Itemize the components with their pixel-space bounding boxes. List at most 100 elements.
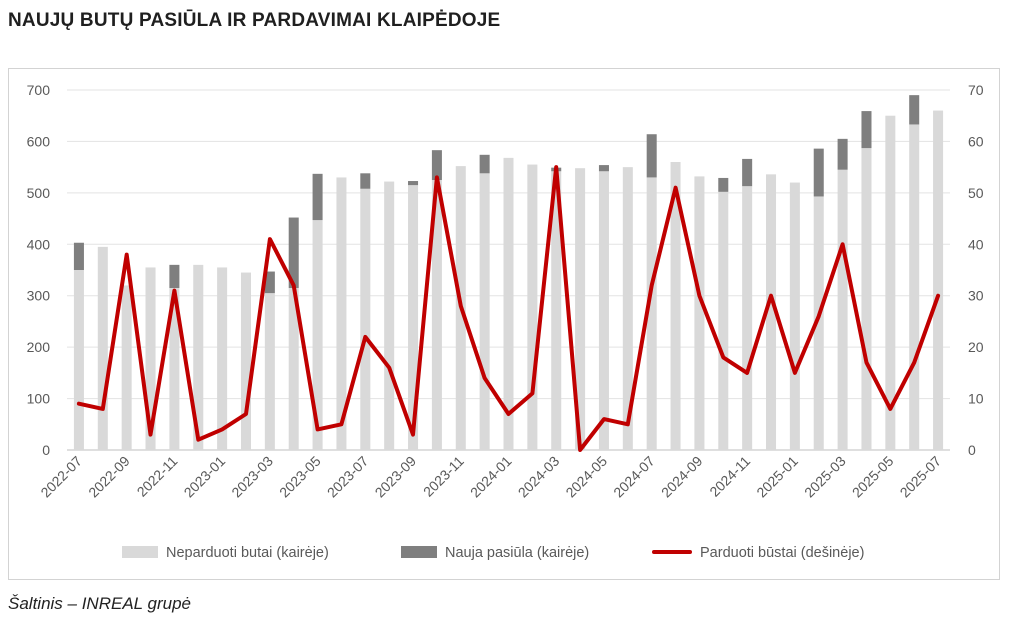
legend-label: Neparduoti butai (kairėje): [166, 545, 329, 561]
bar-new-supply: [288, 217, 299, 288]
bar-unsold: [694, 176, 705, 450]
bar-unsold: [97, 246, 108, 450]
bar-unsold: [240, 272, 251, 450]
bar-new-supply: [909, 95, 920, 125]
legend-label: Parduoti būstai (dešinėje): [700, 545, 864, 561]
x-tick-label: 2025-05: [849, 453, 897, 501]
bar-unsold: [145, 267, 156, 450]
legend-label: Nauja pasiūla (kairėje): [445, 545, 589, 561]
bar-unsold: [527, 164, 538, 451]
bar-unsold: [646, 177, 657, 450]
bar-new-supply: [360, 173, 371, 189]
bar-unsold: [312, 220, 323, 450]
x-tick-label: 2025-07: [897, 453, 945, 501]
x-tick-label: 2024-01: [467, 453, 515, 501]
source-note: Šaltinis – INREAL grupė: [8, 594, 192, 613]
legend-swatch: [122, 546, 158, 558]
chart-frame: [8, 68, 1000, 580]
y-right-tick-label: 10: [968, 391, 984, 407]
y-right-tick-label: 0: [968, 442, 976, 458]
x-tick-label: 2023-01: [181, 453, 229, 501]
x-tick-label: 2024-07: [610, 453, 658, 501]
x-tick-label: 2023-05: [276, 453, 324, 501]
bar-unsold: [193, 264, 204, 450]
bar-new-supply: [479, 154, 490, 174]
bar-unsold: [861, 148, 872, 450]
line-sold: [76, 165, 941, 452]
bar-unsold: [264, 293, 275, 450]
y-left-tick-label: 100: [27, 391, 51, 407]
bar-unsold: [598, 171, 609, 450]
bar-unsold: [121, 285, 132, 450]
y-right-tick-label: 50: [968, 185, 984, 201]
legend: Neparduoti butai (kairėje) Nauja pasiūla …: [122, 545, 864, 561]
bar-unsold: [431, 180, 442, 450]
x-tick-label: 2023-09: [372, 453, 420, 501]
bar-unsold: [885, 115, 896, 450]
bar-unsold: [169, 288, 180, 450]
x-tick-label: 2022-11: [134, 453, 181, 500]
y-left-tick-label: 300: [27, 288, 51, 304]
x-tick-label: 2023-03: [228, 453, 276, 501]
bar-unsold: [789, 182, 800, 451]
y-right-tick-label: 70: [968, 82, 984, 98]
bar-new-supply: [718, 177, 729, 192]
y-right-tick-label: 30: [968, 288, 984, 304]
x-tick-label: 2025-01: [753, 453, 801, 501]
bar-unsold: [718, 191, 729, 451]
x-tick-label: 2024-11: [706, 453, 753, 500]
y-left-tick-label: 200: [27, 339, 51, 355]
bar-new-supply: [431, 150, 442, 180]
bar-unsold: [288, 288, 299, 450]
x-tick-label: 2025-03: [801, 453, 849, 501]
bar-new-supply: [408, 181, 419, 186]
bar-unsold: [503, 157, 514, 450]
bar-unsold: [742, 186, 753, 450]
sold-line: [76, 165, 941, 452]
bar-unsold: [933, 110, 944, 451]
legend-swatch: [401, 546, 437, 558]
bar-unsold: [360, 188, 371, 450]
bar-new-supply: [861, 111, 872, 149]
bar-unsold: [813, 196, 824, 450]
bar-unsold: [575, 168, 586, 450]
bar-new-supply: [312, 173, 323, 221]
y-left-tick-label: 700: [27, 82, 51, 98]
bar-unsold: [670, 162, 681, 450]
bar-new-supply: [837, 138, 848, 170]
y-left-tick-label: 0: [42, 442, 50, 458]
y-right-tick-label: 60: [968, 133, 984, 149]
bar-new-supply: [264, 271, 275, 294]
y-right-tick-label: 20: [968, 339, 984, 355]
x-tick-label: 2022-09: [85, 453, 133, 501]
bar-unsold: [622, 167, 633, 450]
bar-unsold: [551, 171, 562, 450]
bar-unsold: [384, 181, 395, 451]
bar-new-supply: [598, 165, 609, 172]
x-tick-label: 2023-11: [420, 453, 467, 500]
y-right-tick-label: 40: [968, 236, 984, 252]
bar-unsold: [909, 124, 920, 450]
bar-unsold: [73, 270, 84, 450]
bar-unsold: [408, 185, 419, 450]
y-left-tick-label: 400: [27, 236, 51, 252]
chart-title: NAUJŲ BUTŲ PASIŪLA IR PARDAVIMAI KLAIPĖD…: [8, 10, 501, 31]
bar-unsold: [837, 169, 848, 450]
x-tick-label: 2024-09: [658, 453, 706, 501]
y-left-tick-label: 500: [27, 185, 51, 201]
bar-unsold: [336, 177, 347, 450]
x-tick-label: 2023-07: [324, 453, 372, 501]
x-tick-label: 2024-03: [515, 453, 563, 501]
bar-new-supply: [813, 148, 824, 197]
bar-unsold: [217, 267, 228, 450]
bar-new-supply: [169, 264, 180, 288]
bar-unsold: [766, 174, 777, 451]
bar-new-supply: [742, 158, 753, 187]
x-tick-label: 2024-05: [562, 453, 610, 501]
x-tick-label: 2022-07: [37, 453, 85, 501]
bars: [73, 95, 944, 451]
bar-new-supply: [646, 134, 657, 178]
bar-new-supply: [73, 242, 84, 270]
bar-unsold: [479, 173, 490, 451]
